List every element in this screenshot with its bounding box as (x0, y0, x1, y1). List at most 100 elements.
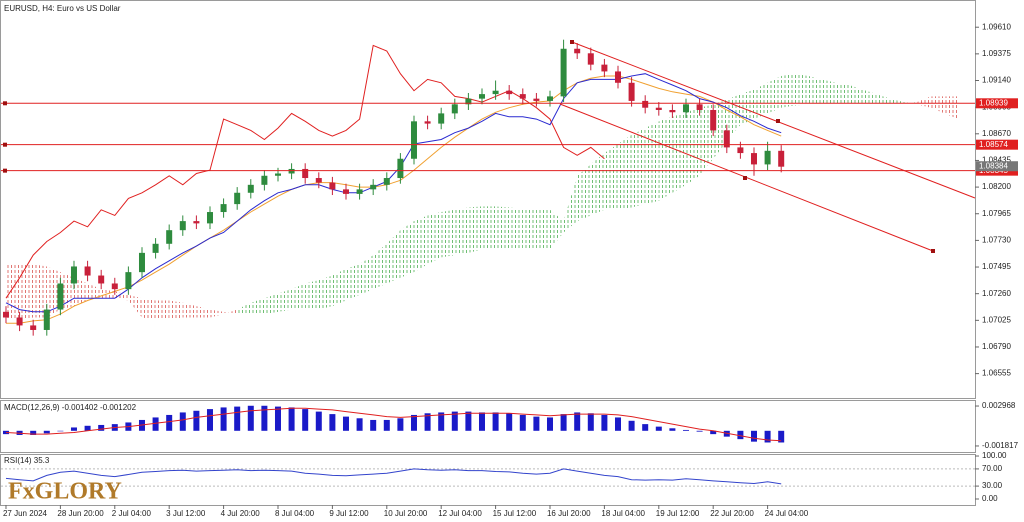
macd-bar (778, 430, 785, 443)
cloud-segment (114, 291, 129, 301)
macd-bar (247, 405, 254, 431)
level-anchor (3, 168, 7, 173)
candle-body (70, 266, 77, 284)
cloud-segment (441, 209, 455, 258)
macd-bar (642, 424, 649, 431)
y-tick-label: 1.09375 (982, 49, 1011, 58)
y-tick-label: 0.002968 (982, 401, 1016, 410)
cloud-segment (495, 206, 510, 250)
cloud-segment (876, 94, 890, 105)
x-tick-label: 15 Jul 12:00 (493, 509, 537, 518)
cloud-segment (318, 275, 333, 310)
macd-bar (152, 417, 159, 431)
candle-body (628, 82, 635, 101)
price-tag (976, 161, 1018, 172)
cloud-segment (631, 128, 646, 208)
cloud-segment (781, 73, 795, 108)
cloud-segment (169, 300, 183, 320)
macd-bar (329, 414, 336, 431)
candle-body (506, 90, 513, 95)
candle-body (57, 283, 64, 310)
indicator-line (5, 44, 605, 299)
cloud-segment (277, 289, 292, 312)
cloud-segment (291, 283, 306, 310)
macd-bar (574, 412, 581, 431)
macd-bar (424, 413, 431, 431)
cloud-segment (359, 255, 374, 295)
candle-body (288, 168, 295, 174)
cloud-segment (141, 298, 156, 320)
cloud-segment (46, 266, 61, 318)
candle-body (274, 173, 281, 176)
candle-body (655, 107, 662, 110)
plot-layer (0, 39, 975, 487)
candle-body (125, 272, 132, 290)
cloud-segment (794, 73, 809, 106)
macd-bar (84, 425, 91, 431)
macd-bar (166, 414, 173, 431)
cloud-segment (19, 264, 34, 320)
x-tick-label: 9 Jul 12:00 (329, 509, 369, 518)
candle-body (30, 325, 37, 330)
macd-bar (70, 427, 77, 431)
cloud-segment (196, 306, 210, 318)
macd-bar (492, 412, 499, 431)
rsi-frame (0, 454, 976, 506)
y-tick-label: 70.00 (982, 464, 1003, 473)
candle-body (424, 121, 431, 124)
cloud-segment (563, 175, 578, 233)
macd-bar (560, 414, 567, 431)
macd-bar (206, 409, 213, 431)
y-tick-label: 1.07260 (982, 289, 1011, 298)
y-tick-label: 1.07965 (982, 209, 1011, 218)
x-tick-label: 16 Jul 20:00 (547, 509, 591, 518)
cloud-segment (264, 293, 278, 315)
candle-body (587, 53, 594, 65)
x-tick-label: 4 Jul 20:00 (221, 509, 261, 518)
candle-body (492, 90, 499, 95)
y-tick-label: 1.09610 (982, 22, 1011, 31)
cloud-segment (454, 207, 469, 256)
candle-body (234, 192, 241, 205)
cloud-segment (740, 89, 754, 125)
cloud-segment (944, 96, 958, 120)
level-anchor (3, 142, 7, 147)
candle-body (478, 94, 485, 99)
candle-body (16, 317, 23, 326)
cloud-segment (536, 209, 550, 250)
macd-frame (0, 400, 976, 453)
cloud-segment (509, 207, 523, 250)
macd-bar (370, 419, 377, 431)
candle-body (152, 243, 159, 253)
macd-bar (193, 410, 200, 431)
cloud-segment (645, 121, 659, 205)
candle-body (574, 48, 581, 54)
x-tick-label: 24 Jul 04:00 (765, 509, 809, 518)
macd-bar (519, 414, 526, 431)
candle-body (370, 184, 377, 190)
macd-bar (57, 430, 64, 432)
candle-body (179, 221, 186, 231)
candle-body (438, 113, 445, 124)
candle-body (206, 212, 213, 224)
y-tick-label: -0.001817 (982, 441, 1019, 450)
y-tick-label: 1.06790 (982, 342, 1011, 351)
candle-body (329, 182, 336, 190)
macd-bar (315, 411, 322, 431)
cloud-segment (223, 309, 238, 315)
candle-body (193, 221, 200, 224)
macd-bar (614, 417, 621, 431)
macd-bar (750, 430, 757, 442)
macd-bar (682, 429, 689, 431)
cloud-segment (250, 298, 265, 315)
macd-bar (274, 406, 281, 431)
macd-bar (628, 420, 635, 431)
macd-bar (669, 428, 676, 431)
cloud-segment (209, 309, 224, 318)
macd-bar (533, 416, 540, 431)
cloud-segment (87, 283, 102, 301)
anchor (776, 119, 780, 123)
cloud-segment (699, 104, 714, 176)
